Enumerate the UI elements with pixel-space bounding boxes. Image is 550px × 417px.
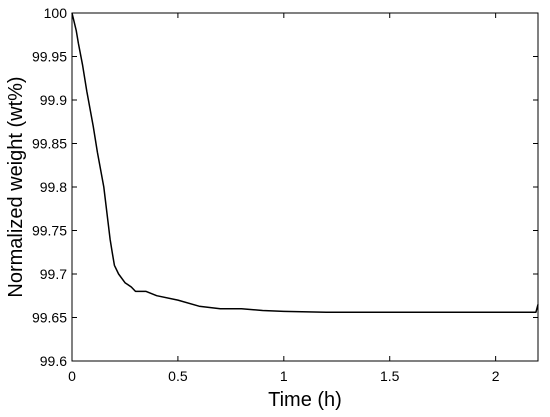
y-tick-label: 99.95 [32, 49, 67, 65]
x-axis-title: Time (h) [268, 389, 342, 411]
plot-frame [71, 12, 539, 362]
y-tick-label: 99.75 [32, 223, 67, 239]
x-tick-label: 0 [68, 368, 76, 384]
series-line [71, 12, 539, 314]
y-tick-label: 99.9 [40, 92, 67, 108]
x-tick-label: 2 [492, 368, 500, 384]
y-tick-label: 99.7 [40, 266, 67, 282]
tick-labels-layer: 0 0.5 1 1.5 2 99.6 99.65 99.7 99.75 99.8 99.85 99.9… [32, 5, 500, 384]
y-axis-title: Normalized weight (wt%) [5, 76, 27, 297]
y-tick-label: 99.8 [40, 179, 67, 195]
x-tick-label: 1 [280, 368, 288, 384]
plot-area-background [72, 13, 538, 361]
series-layer [71, 12, 539, 314]
x-tick-label: 0.5 [168, 368, 188, 384]
y-tick-label: 99.65 [32, 310, 67, 326]
y-tick-label: 100 [44, 5, 68, 21]
x-tick-label: 1.5 [380, 368, 400, 384]
y-tick-label: 99.6 [40, 353, 67, 369]
y-tick-label: 99.85 [32, 136, 67, 152]
